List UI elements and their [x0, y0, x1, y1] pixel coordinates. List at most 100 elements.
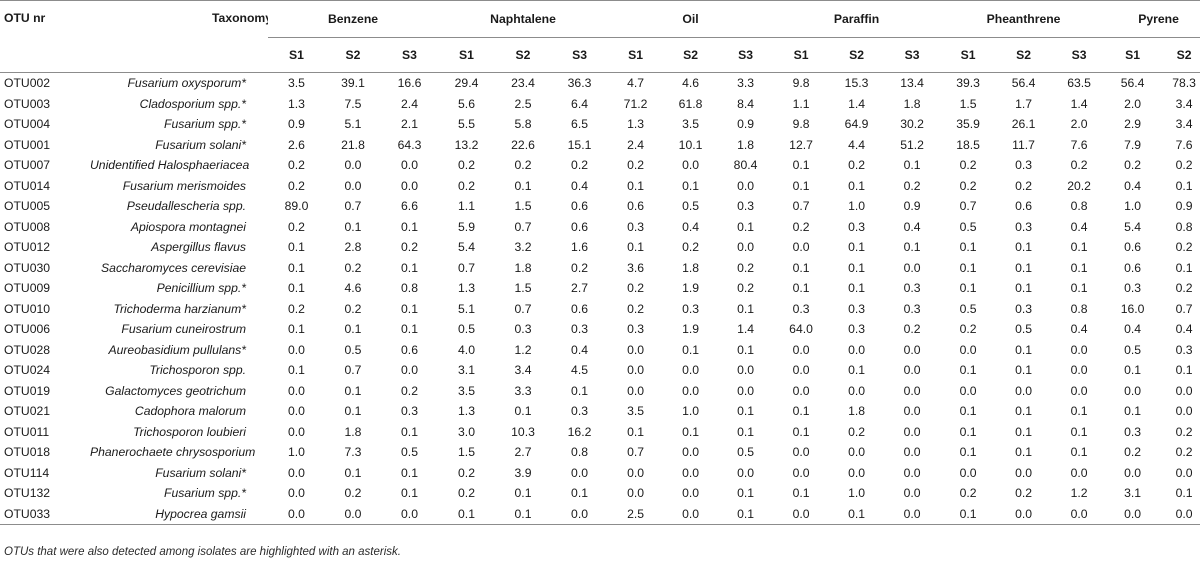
value-cell: 0.3: [792, 301, 810, 316]
value-cell: 1.0: [288, 445, 305, 460]
value-cell: 0.0: [325, 503, 381, 525]
value-cell: 4.6: [682, 76, 700, 91]
value-cell: 6.6: [401, 199, 418, 214]
taxonomy-cell: Aspergillus flavus: [151, 240, 246, 255]
table-row: OTU005 Pseudallescheria spp. 89.0 0.7 6.6 1.1…: [0, 196, 1200, 217]
value-cell: 0.0: [627, 342, 645, 357]
value-cell: 0.3: [571, 404, 588, 419]
value-cell: 0.1: [401, 301, 418, 316]
header-pheanthrene: Pheanthrene: [940, 0, 1108, 38]
value-cell: 3.3: [514, 383, 532, 398]
value-cell: 0.2: [792, 219, 810, 234]
value-cell: 0.0: [737, 240, 755, 255]
value-cell: 1.2: [1070, 486, 1088, 501]
table-body: OTU002 Fusarium oxysporum* 3.5 39.1 16.6 29.4…: [0, 73, 1200, 525]
value-cell: 0.2: [1124, 158, 1142, 173]
otu-cell: OTU011: [4, 424, 50, 439]
table-row: OTU012 Aspergillus flavus 0.1 2.8 0.2 5.4 3.2 1…: [0, 237, 1200, 258]
taxonomy-cell: Fusarium merismoides: [122, 178, 246, 193]
otu-cell: OTU010: [4, 301, 51, 316]
value-cell: 0.1: [940, 503, 997, 525]
value-cell: 3.5: [288, 76, 305, 91]
value-cell: 0.4: [1124, 322, 1142, 337]
value-cell: 0.7: [959, 199, 977, 214]
value-cell: 3.9: [514, 465, 532, 480]
value-cell: 0.1: [959, 424, 977, 439]
table-row: OTU004 Fusarium spp.* 0.9 5.1 2.1 5.5 5.8 6.5 1.…: [0, 114, 1200, 135]
value-cell: 0.2: [571, 260, 588, 275]
header-sample: S2: [663, 37, 719, 73]
value-cell: 1.9: [682, 281, 700, 296]
value-cell: 1.5: [514, 199, 532, 214]
header-sample: S2: [1158, 37, 1200, 73]
value-cell: 0.3: [401, 404, 418, 419]
value-cell: 0.2: [571, 158, 588, 173]
header-naphtalene: Naphtalene: [438, 0, 609, 38]
taxonomy-cell: Galactomyces geotrichum: [105, 383, 246, 398]
value-cell: 0.0: [773, 503, 830, 525]
value-cell: 0.3: [848, 301, 866, 316]
value-cell: 0.1: [718, 503, 774, 525]
value-cell: 0.1: [1070, 424, 1088, 439]
value-cell: 3.5: [682, 117, 700, 132]
header-pyrene: Pyrene: [1107, 0, 1200, 38]
value-cell: 10.3: [511, 424, 535, 439]
value-cell: 0.1: [627, 424, 645, 439]
taxonomy-cell: Hypocrea gamsii: [90, 503, 268, 525]
value-cell: 0.1: [737, 486, 755, 501]
value-cell: 0.4: [1070, 219, 1088, 234]
value-cell: 0.3: [1015, 301, 1033, 316]
otu-cell: OTU004: [4, 117, 51, 132]
value-cell: 0.1: [959, 404, 977, 419]
value-cell: 9.8: [792, 117, 810, 132]
value-cell: 0.2: [959, 322, 977, 337]
value-cell: 3.2: [514, 240, 532, 255]
header-sample: S2: [495, 37, 552, 73]
value-cell: 0.1: [401, 260, 418, 275]
value-cell: 0.0: [627, 383, 645, 398]
value-cell: 0.2: [1175, 445, 1193, 460]
value-cell: 0.0: [792, 445, 810, 460]
value-cell: 0.4: [1175, 322, 1193, 337]
header-oil: Oil: [608, 0, 774, 38]
otu-cell: OTU002: [4, 76, 51, 91]
value-cell: 0.1: [848, 260, 866, 275]
value-cell: 0.0: [903, 342, 921, 357]
value-cell: 0.1: [1124, 404, 1142, 419]
value-cell: 0.0: [1175, 383, 1193, 398]
value-cell: 1.6: [571, 240, 588, 255]
value-cell: 0.0: [903, 260, 921, 275]
value-cell: 0.2: [401, 240, 418, 255]
otu-cell: OTU001: [4, 137, 51, 152]
value-cell: 0.1: [1070, 260, 1088, 275]
value-cell: 18.5: [956, 137, 980, 152]
value-cell: 1.0: [848, 199, 866, 214]
otu-cell: OTU003: [4, 96, 51, 111]
value-cell: 0.0: [288, 404, 305, 419]
otu-cell: OTU021: [4, 404, 51, 419]
value-cell: 0.0: [903, 465, 921, 480]
value-cell: 0.7: [627, 445, 645, 460]
value-cell: 0.1: [1015, 445, 1033, 460]
value-cell: 0.0: [1175, 404, 1193, 419]
value-cell: 0.0: [903, 383, 921, 398]
value-cell: 0.1: [848, 240, 866, 255]
otu-cell: OTU014: [4, 178, 51, 193]
header-sample: S2: [996, 37, 1052, 73]
taxonomy-cell: Saccharomyces cerevisiae: [101, 260, 246, 275]
value-cell: 0.0: [996, 503, 1052, 525]
value-cell: 29.4: [454, 76, 479, 91]
value-cell: 0.1: [1015, 363, 1033, 378]
value-cell: 0.0: [682, 486, 700, 501]
value-cell: 1.1: [792, 96, 810, 111]
value-cell: 0.9: [1175, 199, 1193, 214]
value-cell: 0.3: [1015, 219, 1033, 234]
value-cell: 0.0: [682, 465, 700, 480]
value-cell: 7.6: [1175, 137, 1193, 152]
value-cell: 0.1: [1015, 240, 1033, 255]
value-cell: 0.0: [737, 383, 755, 398]
value-cell: 89.0: [284, 199, 309, 214]
otu-cell: OTU007: [4, 158, 51, 173]
value-cell: 2.8: [344, 240, 362, 255]
taxonomy-cell: Apiospora montagnei: [130, 219, 246, 234]
